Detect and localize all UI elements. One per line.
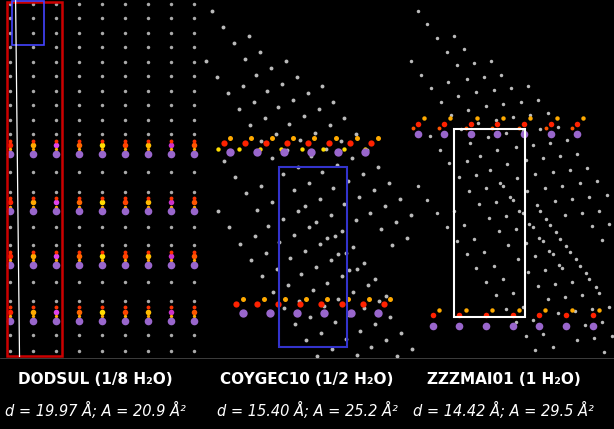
Text: ZZZMAI01 (1 H₂O): ZZZMAI01 (1 H₂O) bbox=[427, 372, 580, 387]
Text: COYGEC10 (1/2 H₂O): COYGEC10 (1/2 H₂O) bbox=[220, 372, 394, 387]
Text: d = 14.42 Å; A = 29.5 Å²: d = 14.42 Å; A = 29.5 Å² bbox=[413, 402, 594, 420]
Text: d = 19.97 Å; A = 20.9 Å²: d = 19.97 Å; A = 20.9 Å² bbox=[5, 402, 185, 420]
Text: d = 15.40 Å; A = 25.2 Å²: d = 15.40 Å; A = 25.2 Å² bbox=[217, 402, 397, 420]
Bar bbox=[7, 2, 63, 356]
Bar bbox=[12, 1, 44, 45]
Text: DODSUL (1/8 H₂O): DODSUL (1/8 H₂O) bbox=[18, 372, 173, 387]
Bar bbox=[454, 129, 525, 317]
Bar bbox=[279, 166, 347, 347]
